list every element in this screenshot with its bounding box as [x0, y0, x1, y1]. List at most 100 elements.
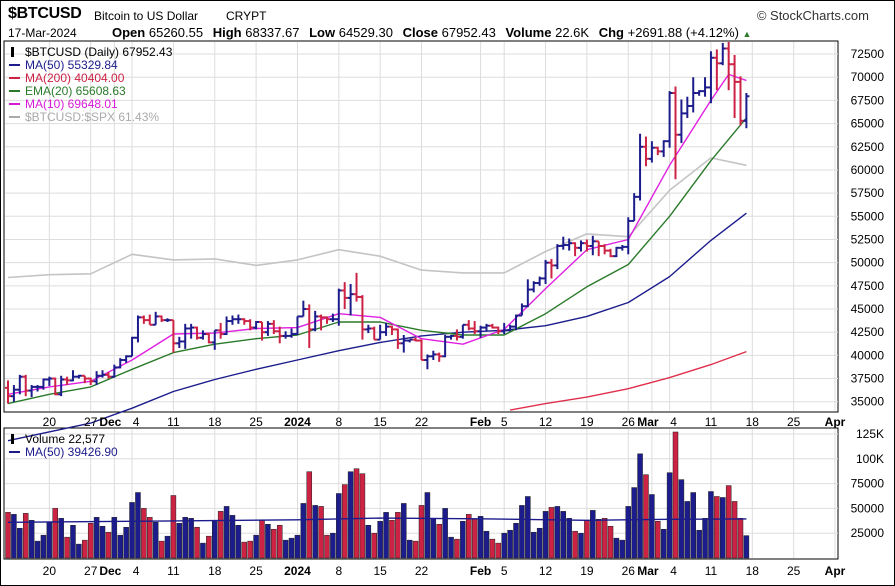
- ohlc-bar: [318, 314, 325, 331]
- ohlc-bar: [684, 96, 691, 119]
- volume-bar: [560, 511, 567, 559]
- volume-bar: [229, 515, 236, 559]
- ohlc-bar: [406, 338, 413, 343]
- volume-bar: [483, 530, 490, 559]
- volume-bar: [141, 508, 147, 559]
- price-tick-label: 65000: [851, 117, 885, 131]
- ohlc-bar: [607, 248, 614, 258]
- ohlc-bar: [129, 336, 136, 358]
- price-tick-label: 35000: [851, 395, 885, 409]
- ohlc-bar: [377, 324, 384, 341]
- volume-bar: [542, 511, 549, 559]
- x-tick-label: 18: [208, 415, 222, 429]
- ohlc-bar: [247, 319, 254, 331]
- ohlc-bar: [678, 99, 685, 144]
- copyright-label: © StockCharts.com: [756, 8, 869, 23]
- ohlc-bar: [140, 315, 147, 324]
- volume-bar: [466, 514, 472, 559]
- price-tick-label: 67500: [851, 93, 885, 107]
- volume-bar: [519, 505, 525, 559]
- x-tick-label: 25: [787, 415, 801, 429]
- x-tick-label: Apr: [825, 564, 846, 578]
- ohlc-bar: [371, 326, 378, 341]
- ohlc-bar: [660, 140, 667, 157]
- ohlc-bar: [229, 315, 236, 325]
- volume-bar: [288, 537, 295, 559]
- volume-bar: [117, 534, 123, 559]
- ohlc-bar: [507, 324, 514, 332]
- price-legend-text: MA(200) 40404.00: [25, 71, 125, 85]
- ohlc-bar: [666, 91, 673, 148]
- volume-bar: [276, 525, 283, 559]
- x-tick-label: Dec: [99, 415, 121, 429]
- ohlc-bar: [199, 330, 206, 340]
- ohlc-bar: [388, 325, 395, 335]
- ohlc-bar: [10, 385, 17, 402]
- x-tick-label: 19: [580, 564, 594, 578]
- ohlc-bar: [560, 236, 567, 250]
- volume-bar: [324, 534, 330, 559]
- ohlc-bar: [513, 314, 520, 331]
- volume-bar: [123, 526, 129, 559]
- x-tick-label: 26: [622, 564, 636, 578]
- ohlc-bar: [264, 321, 271, 336]
- ohlc-bar: [672, 86, 679, 180]
- x-tick-label: 2024: [284, 564, 311, 578]
- x-tick-label: 11: [705, 415, 718, 429]
- ohlc-bar: [737, 76, 744, 126]
- volume-bar: [265, 524, 271, 559]
- ohlc-bar: [5, 380, 11, 404]
- volume-bar: [737, 518, 744, 559]
- x-tick-label: Mar: [637, 564, 659, 578]
- volume-bar: [188, 518, 194, 559]
- ohlc-bar: [235, 314, 242, 324]
- ohlc-bar: [241, 318, 248, 325]
- price-legend-text: $BTCUSD (Daily) 67952.43: [25, 45, 173, 59]
- volume-bar: [743, 535, 750, 559]
- volume-bar: [377, 521, 383, 559]
- volume-tick-label: 75000: [851, 477, 885, 491]
- exchange-label: CRYPT: [226, 9, 267, 23]
- volume-legend-text: MA(50) 39426.90: [25, 445, 118, 459]
- volume-legend-swatch: [11, 434, 14, 444]
- x-tick-label: 18: [746, 415, 760, 429]
- ohlc-bar: [329, 313, 336, 322]
- volume-bar: [554, 506, 561, 559]
- ohlc-bar: [46, 376, 53, 386]
- ohlc-bar: [383, 322, 390, 336]
- ohlc-bar: [52, 377, 59, 396]
- ohlc-bar: [170, 319, 177, 353]
- volume-bar: [170, 495, 177, 559]
- x-tick-label: Mar: [637, 415, 659, 429]
- ohlc-bar: [448, 334, 455, 340]
- price-legend-text: MA(10) 69648.01: [25, 97, 118, 111]
- ohlc-bar: [223, 316, 230, 336]
- volume-bar: [353, 468, 360, 559]
- x-tick-label: 11: [167, 564, 180, 578]
- ohlc-bar: [536, 276, 543, 286]
- volume-bar: [336, 493, 342, 559]
- price-tick-label: 60000: [851, 163, 885, 177]
- ohlc-bar: [75, 374, 82, 379]
- volume-bar: [690, 492, 696, 559]
- ohlc-bar: [418, 339, 425, 362]
- ohlc-bar: [22, 374, 29, 397]
- ohlc-bar: [702, 77, 709, 97]
- price-legend-text: EMA(20) 65608.63: [25, 84, 126, 98]
- volume-bar: [28, 520, 35, 559]
- ohlc-bar: [158, 315, 165, 322]
- ohlc-bar: [146, 314, 153, 326]
- open-label: Open: [112, 25, 146, 40]
- volume-bar: [365, 525, 372, 559]
- x-tick-label: 15: [373, 415, 387, 429]
- price-tick-label: 55000: [851, 209, 885, 223]
- volume-bar: [22, 513, 29, 559]
- ohlc-bar: [524, 279, 531, 308]
- x-tick-label: 27: [84, 415, 98, 429]
- ohlc-bar: [725, 42, 732, 91]
- price-tick-label: 45000: [851, 302, 885, 316]
- x-tick-label: 25: [249, 415, 263, 429]
- price-tick-label: 52500: [851, 232, 885, 246]
- ohlc-bar: [341, 282, 348, 310]
- ohlc-bar: [489, 323, 496, 329]
